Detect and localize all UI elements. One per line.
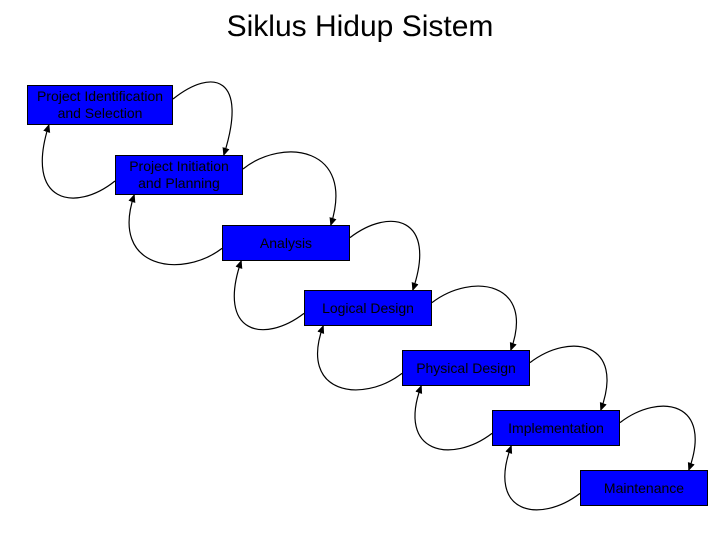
stage-box-2: Project Initiationand Planning (115, 155, 243, 195)
connector-layer (0, 0, 720, 540)
stage-box-1: Project Identificationand Selection (27, 85, 173, 125)
stage-box-4: Logical Design (304, 290, 432, 326)
stage-box-5: Physical Design (402, 350, 530, 386)
stage-box-3: Analysis (222, 225, 350, 261)
stage-box-7: Maintenance (580, 470, 708, 506)
stage-box-6: Implementation (492, 410, 620, 446)
page-title: Siklus Hidup Sistem (0, 10, 720, 44)
